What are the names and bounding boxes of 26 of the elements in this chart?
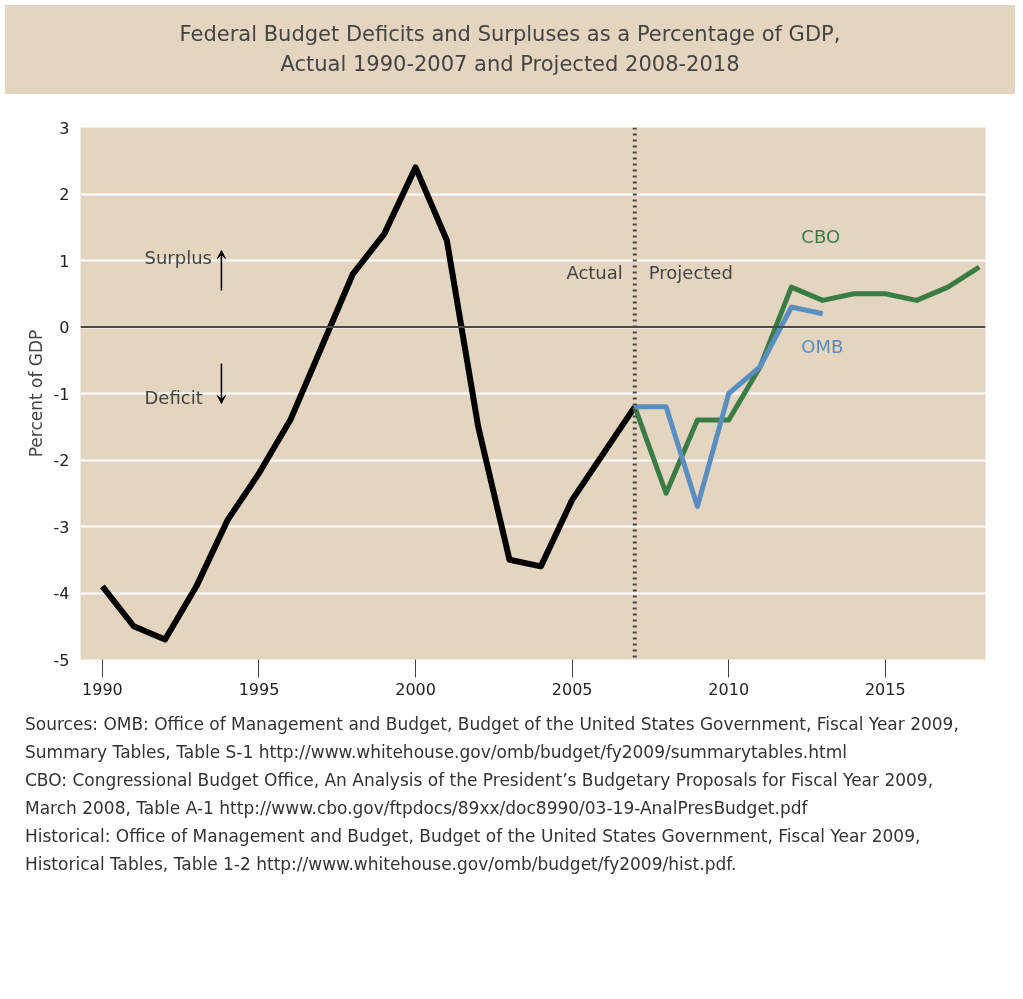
x-tick-label: 2000: [395, 679, 436, 699]
annotation: Surplus: [144, 246, 212, 268]
x-tick-label: 1995: [238, 679, 280, 699]
y-tick-label: -2: [53, 450, 70, 470]
annotation: Projected: [648, 261, 733, 283]
series-label: OMB: [801, 335, 844, 357]
text: CBO: Congressional Budget Office, An Analysis of the President’s Budgetary Proposals for Fiscal Year 2009, March 2008, Table A-1 http://www.cbo.gov/ftpdocs/89xx/doc8990/03-19-AnalPresBudget.pdf: [25, 768, 935, 820]
y-tick-label: 3: [59, 118, 70, 138]
y-tick-label: 2: [59, 184, 70, 204]
y-tick-label: -1: [53, 384, 70, 404]
x-tick-label: 2005: [551, 679, 593, 699]
y-tick-label: -3: [53, 517, 70, 537]
x-tick-label: 1990: [82, 679, 123, 699]
chart-title: Federal Budget Deficits and Surpluses as a Percentage of GDP, Actual 1990-2007 and Projected 2008-2018: [5, 5, 1015, 94]
source-note: Sources: OMB: Office of Management and Budget, Budget of the United States Government, Fiscal Year 2009, Summary Tables, Table S-1 http://www.whitehouse.gov/omb/budget/fy2009/summarytables.html: [25, 712, 960, 764]
x-tick-label: 2015: [864, 679, 906, 699]
text: CBO: [801, 225, 841, 247]
y-axis-title: Percent of GDP: [25, 329, 46, 458]
y-tick-label: 0: [59, 317, 70, 337]
y-tick-label: -5: [53, 650, 70, 670]
text: Historical: Office of Management and Budget, Budget of the United States Government, Fiscal Year 2009, Historical Tables, Table 1-2 http://www.whitehouse.gov/omb/budget/fy2009/hist.pdf.: [25, 825, 922, 877]
annotation: Actual: [566, 261, 623, 283]
y-tick-label: 1: [59, 251, 70, 271]
x-tick-label: 2010: [708, 679, 750, 699]
y-tick-label: -4: [53, 583, 70, 603]
annotation: Deficit: [144, 386, 203, 408]
